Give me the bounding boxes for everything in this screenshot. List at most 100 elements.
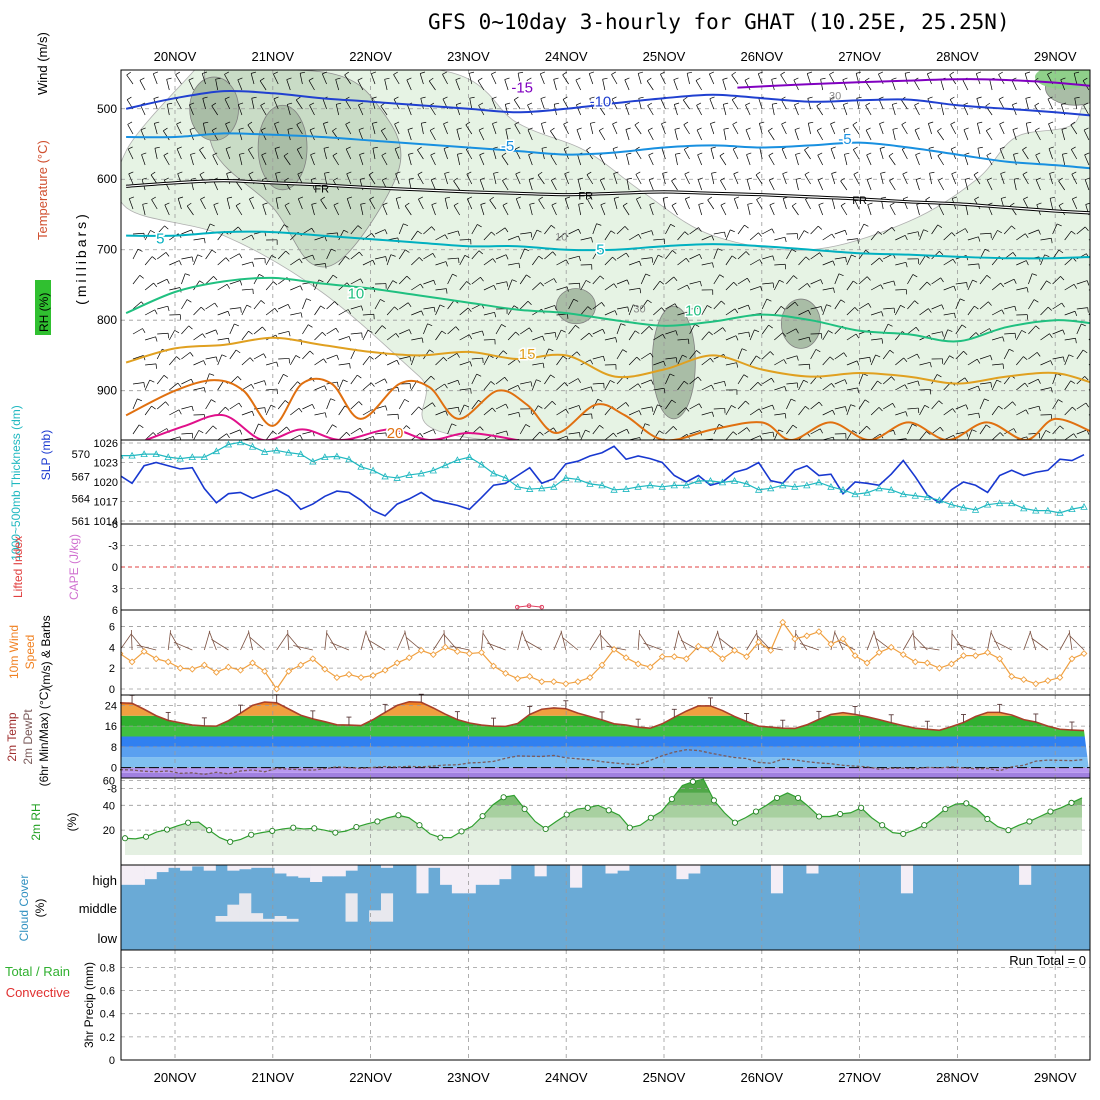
wind-barb-flag — [336, 102, 342, 105]
wind-barb-flag — [126, 96, 132, 100]
wind-barb-flag — [238, 402, 243, 408]
wind-barb-flag — [963, 350, 968, 356]
wind-barb-flag — [392, 280, 398, 284]
wind-barb — [628, 304, 634, 316]
wind-barb-flag — [467, 196, 473, 200]
wind-barb — [904, 73, 908, 85]
wind-barb — [725, 335, 737, 341]
rh2m-point — [227, 838, 234, 845]
wind-barb-flag — [986, 127, 991, 131]
wind-barb — [308, 80, 315, 91]
wind-barb-flag — [501, 324, 507, 328]
wind-barb-flag — [164, 177, 169, 181]
wind-barb-flag — [526, 274, 531, 278]
wind-barb-flag — [165, 401, 170, 406]
wind-barb — [144, 379, 151, 391]
wind-barb — [641, 257, 653, 260]
wind-barb — [495, 430, 507, 435]
wind-barb-flag — [359, 177, 365, 180]
wind-barb-flag — [579, 432, 581, 438]
wind-barb — [652, 254, 659, 266]
wind-barb — [344, 74, 352, 85]
wind-barb — [175, 99, 182, 110]
wind-barb — [431, 204, 436, 216]
wind-barb — [662, 173, 666, 185]
surface-wind-barb — [799, 643, 820, 651]
wind-barb-flag — [296, 96, 301, 101]
wind-barb — [907, 380, 919, 385]
wind-barb-flag — [444, 383, 448, 389]
wind-barb — [870, 354, 876, 366]
wind-barb — [1060, 79, 1066, 91]
wind-barb — [782, 198, 787, 210]
wind-barb-flag — [808, 121, 814, 124]
wind-barb-flag — [768, 127, 773, 132]
wind-barb-flag — [591, 237, 593, 243]
wind-barb — [696, 129, 703, 141]
wind-barb-flag — [1048, 146, 1054, 149]
wind-barb-flag — [174, 330, 180, 334]
wind-tick-label: 0 — [109, 684, 115, 696]
wind-barb — [768, 155, 775, 166]
rh2m-point — [1047, 808, 1054, 815]
thickness-point — [441, 461, 450, 469]
cloud-high-clear — [227, 865, 240, 871]
thickness-point — [309, 457, 317, 465]
cloud-high-clear — [428, 865, 441, 868]
wind-barb — [665, 373, 671, 385]
wind-barb-flag — [346, 171, 352, 175]
fill-layer — [121, 70, 1090, 950]
wind-barb — [502, 180, 509, 191]
wind-barb — [852, 124, 860, 135]
wind-barb — [199, 149, 206, 160]
wind-barb — [169, 409, 180, 416]
wind-barb-flag — [611, 71, 617, 75]
wind-barb — [612, 123, 618, 135]
wind-barb-flag — [949, 71, 954, 76]
wind-barb — [1035, 179, 1041, 191]
wind-barb — [526, 80, 533, 91]
surface-wind-barb — [560, 630, 567, 651]
wind-barb — [894, 305, 901, 316]
wind-barb — [346, 173, 352, 185]
wind-barb — [914, 129, 920, 141]
wind-barb-flag — [312, 404, 315, 410]
wind-barb — [362, 313, 374, 316]
wind-barb — [166, 79, 170, 91]
thickness-point — [297, 450, 305, 458]
wind-barb — [370, 73, 376, 85]
wind-barb-flag — [391, 429, 397, 433]
wind-barb — [967, 429, 973, 440]
wind-barb-flag — [439, 304, 445, 308]
wind-barb — [891, 104, 896, 116]
wind-barb — [395, 198, 400, 210]
wind-barb-flag — [622, 202, 628, 207]
temp-band — [121, 736, 1090, 747]
wind-barb — [929, 173, 932, 185]
wind-barb-flag — [443, 357, 448, 362]
wind-barb — [163, 130, 170, 141]
wind-barb-flag — [820, 428, 823, 434]
wind-barb-flag — [372, 121, 378, 124]
wind-barb-flag — [779, 279, 784, 283]
wind-barb-flag — [794, 301, 799, 307]
wind-barb — [919, 405, 925, 416]
wind-barb-flag — [518, 263, 521, 269]
wind-barb-flag — [644, 423, 650, 426]
wind-barb — [1064, 257, 1074, 266]
wind-barb — [262, 204, 267, 216]
wind-barb-flag — [417, 146, 422, 151]
wind-barb — [604, 283, 615, 291]
wind-barb-flag — [879, 257, 884, 262]
wind-barb — [749, 381, 759, 391]
wind-barb-flag — [506, 430, 509, 436]
wind-barb-flag — [613, 171, 619, 174]
temp-tick-label: -8 — [107, 783, 117, 795]
wind-barb — [144, 256, 153, 266]
wind-barb — [253, 423, 259, 435]
wind-barb-flag — [251, 71, 257, 74]
wind-barb-flag — [167, 306, 170, 312]
wind-barb-flag — [143, 382, 145, 388]
surface-wind-barb — [873, 630, 880, 651]
